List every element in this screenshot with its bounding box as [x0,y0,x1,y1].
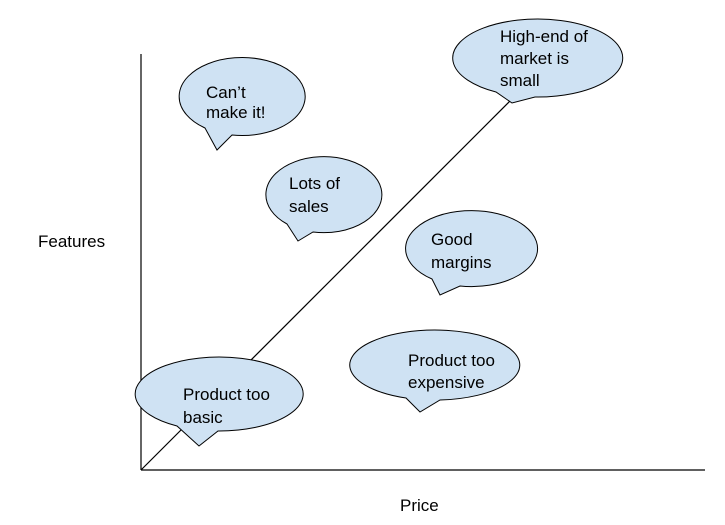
bubble-text-line: Lots of [289,174,340,193]
bubble-text-line: make it! [206,103,266,122]
svg-text:Product too expensive: Product too expensive [408,351,500,392]
bubble-shape [265,156,383,242]
bubble-high-end: High-end of market is small [452,18,624,104]
bubble-shape [349,329,521,413]
bubble-text-line: small [500,71,540,90]
svg-text:Lots of sales: Lots of sales [289,174,345,216]
bubble-text-line: Product too [408,351,495,370]
bubble-text-line: margins [431,253,491,272]
bubble-text-line: High-end of [500,27,588,46]
svg-text:Can’t make it!: Can’t make it! [206,83,266,122]
bubble-text-line: market is [500,49,569,68]
svg-text:Product too basic: Product too basic [183,385,275,427]
bubble-shape [405,210,539,296]
bubble-lots-of-sales: Lots of sales [265,156,383,242]
bubble-shape [178,57,306,151]
svg-text:Good margins: Good margins [431,230,491,272]
bubble-text-line: sales [289,197,329,216]
bubble-product-too-basic: Product too basic [134,356,304,447]
svg-text:High-end of market is: High-end of market is small [500,27,593,90]
bubble-cant-make-it: Can’t make it! [178,57,306,151]
bubble-shape [134,356,304,447]
bubble-text-line: Good [431,230,473,249]
y-axis-label: Features [38,232,105,251]
bubble-text-line: expensive [408,373,485,392]
bubble-text-line: Can’t [206,83,246,102]
bubble-product-too-expensive: Product too expensive [349,329,521,413]
bubble-text-line: basic [183,408,223,427]
bubble-text-line: Product too [183,385,270,404]
x-axis-label: Price [400,496,439,515]
bubble-shape [452,18,624,104]
bubble-good-margins: Good margins [405,210,539,296]
